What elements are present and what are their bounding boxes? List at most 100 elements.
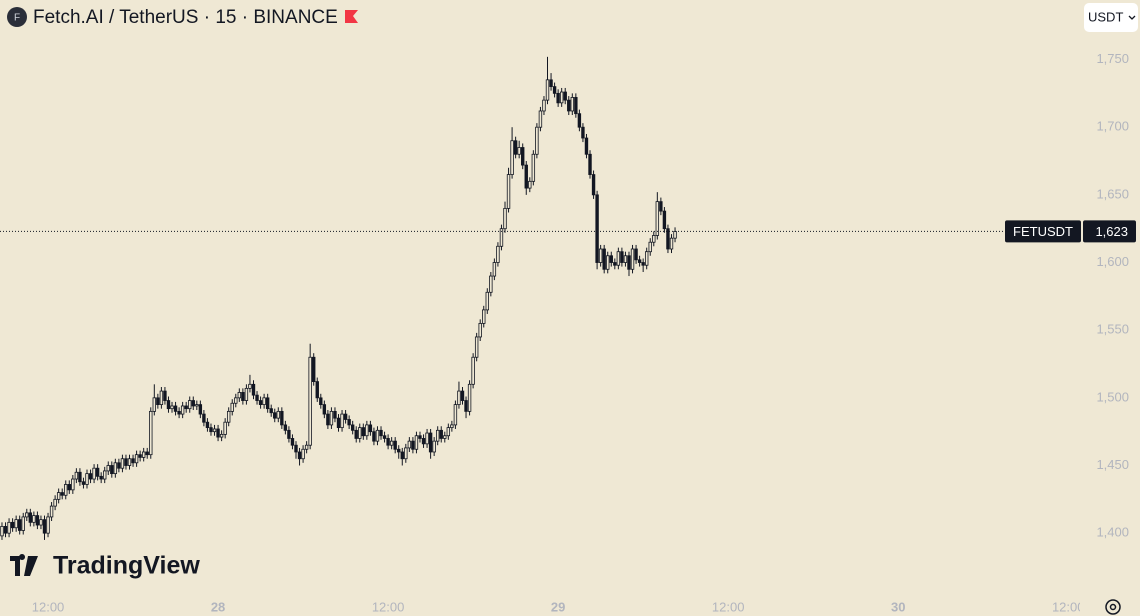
candle-body bbox=[134, 454, 139, 464]
candle-body bbox=[542, 99, 546, 112]
candle-body bbox=[14, 519, 18, 529]
symbol-tag bbox=[1005, 220, 1081, 243]
candle-body bbox=[428, 432, 433, 453]
dropdown-arrow bbox=[1128, 15, 1136, 20]
candle-body bbox=[141, 451, 146, 458]
candle-body bbox=[659, 201, 663, 212]
candle-body bbox=[404, 447, 408, 460]
candle-body bbox=[35, 515, 40, 526]
candle-body bbox=[152, 397, 157, 412]
candle-body bbox=[60, 492, 64, 496]
currency-button[interactable] bbox=[1084, 3, 1138, 32]
candle-body bbox=[485, 291, 489, 311]
candle-body bbox=[606, 255, 610, 270]
candle-body bbox=[474, 336, 479, 358]
candle-body bbox=[343, 413, 348, 420]
candle-body bbox=[563, 91, 567, 101]
candle-body bbox=[609, 255, 613, 263]
candle-body bbox=[358, 427, 362, 439]
candle-body bbox=[276, 410, 280, 419]
candle-body bbox=[42, 519, 47, 534]
candle-body bbox=[127, 458, 132, 466]
chart-title: Fetch.AI / TetherUS · 15 · BINANCE bbox=[33, 7, 338, 28]
candle-body bbox=[124, 458, 128, 466]
candle-body bbox=[623, 255, 628, 263]
y-tick-label: 1,500 bbox=[1096, 389, 1129, 404]
candle-body bbox=[17, 519, 22, 531]
candle-body bbox=[212, 428, 217, 433]
candle-body bbox=[294, 444, 298, 453]
candle-body bbox=[336, 417, 341, 429]
candle-body bbox=[120, 458, 125, 469]
gear[interactable] bbox=[1105, 599, 1121, 615]
candle-body bbox=[435, 429, 440, 442]
candle-body bbox=[627, 255, 631, 270]
candle-body bbox=[340, 413, 344, 429]
candle-body bbox=[195, 404, 199, 407]
x-tick-label: 28 bbox=[211, 599, 225, 614]
x-tick-label: 12:00 bbox=[1052, 599, 1085, 614]
currency-label[interactable]: USDT bbox=[1088, 9, 1123, 24]
candle-body bbox=[669, 237, 674, 250]
candle-body bbox=[156, 397, 160, 406]
flag-icon[interactable] bbox=[345, 10, 358, 23]
candle-body bbox=[85, 473, 89, 485]
candle-body bbox=[471, 356, 475, 385]
gear-hub[interactable] bbox=[1109, 603, 1117, 611]
candle-body bbox=[234, 397, 238, 404]
symbol-tag-label: FETUSDT bbox=[1013, 224, 1073, 239]
candle-body bbox=[496, 245, 500, 263]
candle-body bbox=[188, 400, 192, 410]
candle-body bbox=[223, 421, 227, 435]
candle-body bbox=[273, 412, 277, 419]
candle-body bbox=[482, 309, 486, 324]
candle-body bbox=[584, 137, 589, 155]
candle-body bbox=[333, 410, 337, 419]
candle-body bbox=[521, 147, 525, 166]
candle-body bbox=[49, 505, 54, 518]
candle-body bbox=[613, 262, 617, 266]
candle-body bbox=[616, 251, 621, 266]
x-tick-label: 12:00 bbox=[372, 599, 405, 614]
candle-body bbox=[538, 110, 543, 128]
candle-body bbox=[372, 431, 376, 442]
candle-body bbox=[574, 97, 578, 115]
candle-body bbox=[510, 140, 514, 175]
candle-body bbox=[170, 405, 174, 410]
candle-body bbox=[244, 387, 249, 401]
y-tick-label: 1,400 bbox=[1096, 525, 1129, 540]
candle-body bbox=[637, 259, 642, 263]
candle-body bbox=[389, 440, 394, 446]
candle-body bbox=[513, 140, 518, 155]
candle-body bbox=[662, 210, 667, 230]
candle-body bbox=[322, 404, 327, 415]
candle-body bbox=[237, 392, 242, 399]
candle-body bbox=[326, 413, 330, 426]
candle-body bbox=[648, 241, 652, 253]
y-tick-label: 1,750 bbox=[1096, 51, 1129, 66]
candle-body bbox=[149, 410, 153, 456]
candle-body bbox=[315, 381, 319, 399]
candle-body bbox=[652, 235, 656, 243]
overlay: F Fetch.AI / TetherUS · 15 · BINANCE USD… bbox=[7, 3, 1138, 615]
candle-body bbox=[177, 410, 181, 415]
candle-body bbox=[382, 435, 387, 439]
candle-body bbox=[269, 408, 273, 414]
candle-body bbox=[407, 440, 412, 449]
candle-body bbox=[67, 484, 71, 491]
candle-body bbox=[393, 440, 397, 450]
candle-body bbox=[577, 113, 582, 128]
y-tick-label: 1,550 bbox=[1096, 322, 1129, 337]
candle-body bbox=[46, 516, 50, 534]
settings-icon[interactable] bbox=[1105, 599, 1121, 615]
logo-mark bbox=[10, 553, 38, 576]
candle-body bbox=[7, 521, 11, 534]
candle-body bbox=[198, 404, 203, 415]
candle-body bbox=[166, 400, 171, 410]
candle-body bbox=[113, 462, 118, 475]
candle-body bbox=[524, 164, 528, 189]
candle-body bbox=[630, 248, 635, 270]
candle-body bbox=[386, 438, 390, 446]
candle-body bbox=[361, 427, 366, 437]
